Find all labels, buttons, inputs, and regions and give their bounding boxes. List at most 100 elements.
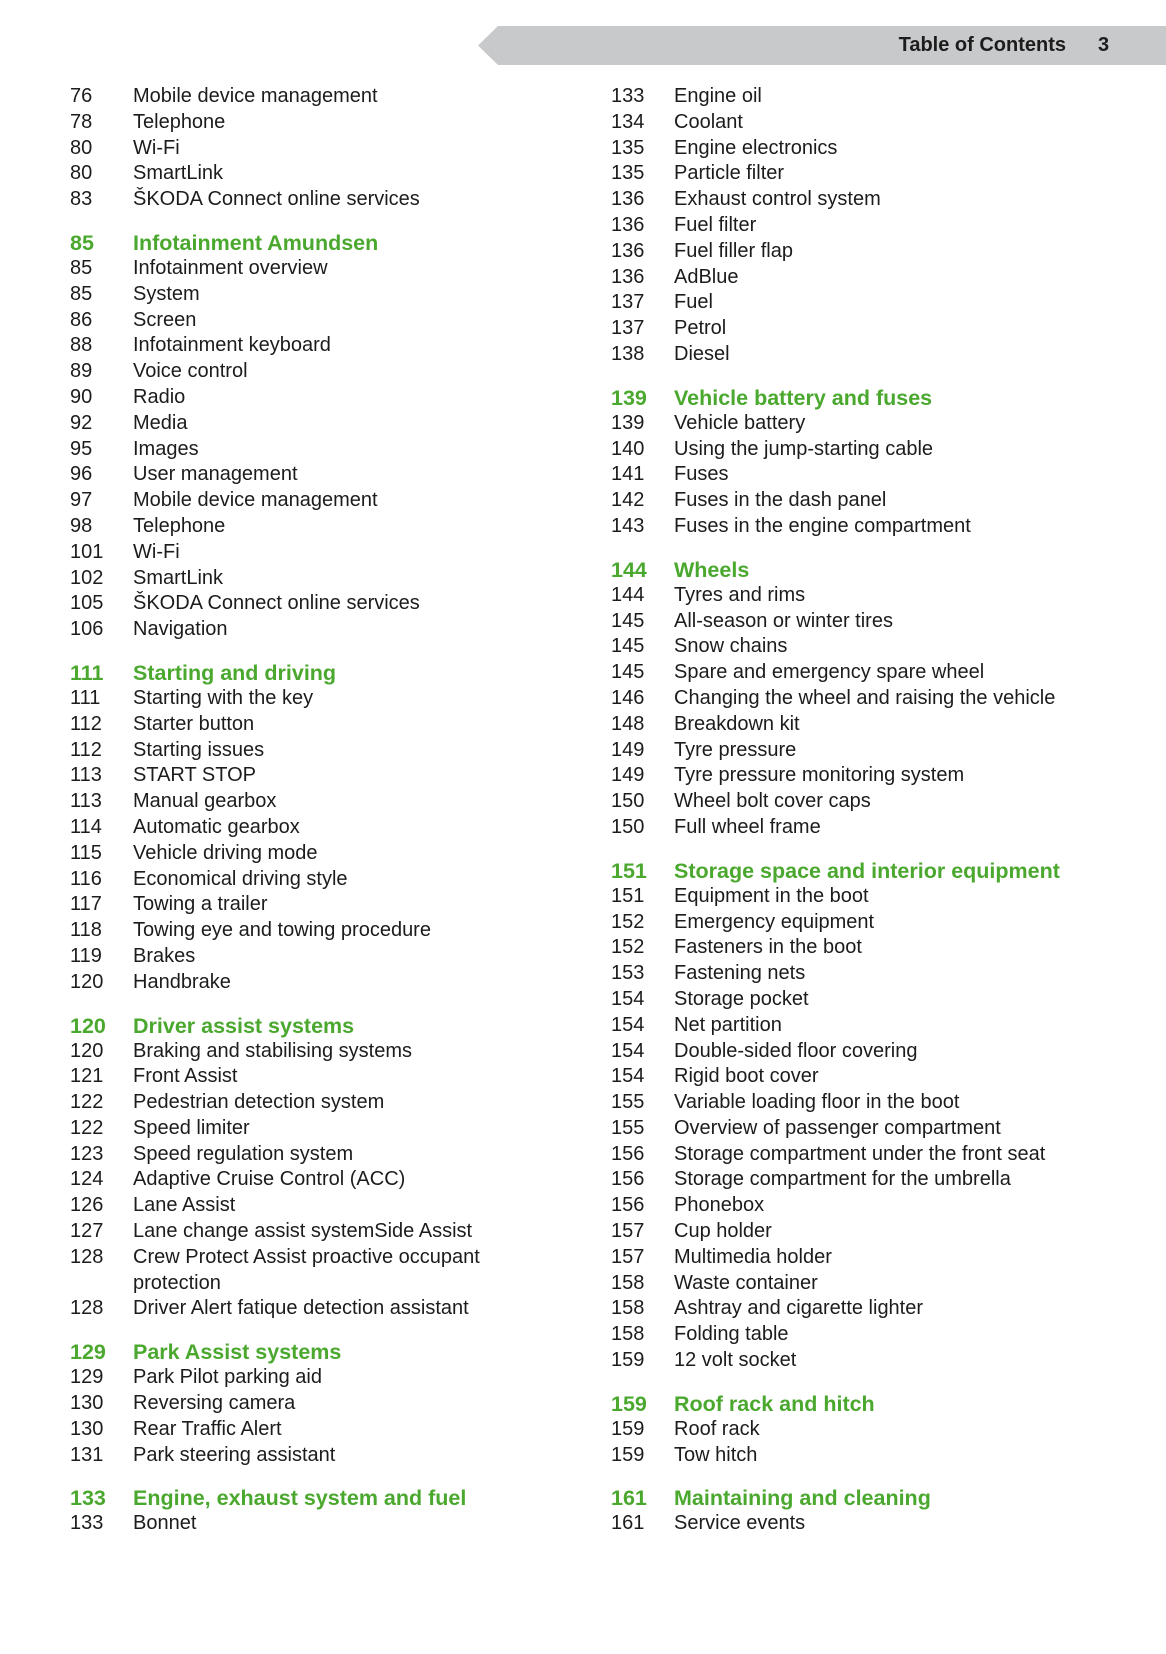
toc-entry[interactable]: 135 Engine electronics bbox=[611, 136, 1094, 162]
toc-section-heading[interactable]: 151 Storage space and interior equipment bbox=[611, 858, 1094, 884]
toc-entry[interactable]: 76 Mobile device management bbox=[70, 84, 523, 110]
toc-entry[interactable]: 153 Fastening nets bbox=[611, 961, 1094, 987]
toc-entry[interactable]: 126 Lane Assist bbox=[70, 1193, 523, 1219]
toc-entry[interactable]: 145 Spare and emergency spare wheel bbox=[611, 660, 1094, 686]
toc-entry[interactable]: 122 Speed limiter bbox=[70, 1116, 523, 1142]
toc-entry[interactable]: 95 Images bbox=[70, 437, 523, 463]
toc-entry[interactable]: 159 12 volt socket bbox=[611, 1348, 1094, 1374]
toc-entry[interactable]: 159 Roof rack bbox=[611, 1417, 1094, 1443]
toc-entry[interactable]: 83 ŠKODA Connect online services bbox=[70, 187, 523, 213]
toc-entry[interactable]: 154 Double-sided floor covering bbox=[611, 1039, 1094, 1065]
toc-entry[interactable]: 155 Overview of passenger compartment bbox=[611, 1116, 1094, 1142]
toc-entry[interactable]: 131 Park steering assistant bbox=[70, 1443, 523, 1469]
toc-section-heading[interactable]: 144 Wheels bbox=[611, 557, 1094, 583]
toc-entry[interactable]: 123 Speed regulation system bbox=[70, 1142, 523, 1168]
toc-entry[interactable]: 143 Fuses in the engine compartment bbox=[611, 514, 1094, 540]
toc-entry[interactable]: 121 Front Assist bbox=[70, 1064, 523, 1090]
toc-entry[interactable]: 80 SmartLink bbox=[70, 161, 523, 187]
toc-entry[interactable]: 149 Tyre pressure bbox=[611, 738, 1094, 764]
toc-section-heading[interactable]: 85 Infotainment Amundsen bbox=[70, 230, 523, 256]
toc-section-heading[interactable]: 133 Engine, exhaust system and fuel bbox=[70, 1485, 523, 1511]
toc-entry[interactable]: 149 Tyre pressure monitoring system bbox=[611, 763, 1094, 789]
toc-entry[interactable]: 152 Fasteners in the boot bbox=[611, 935, 1094, 961]
toc-entry[interactable]: 113 START STOP bbox=[70, 763, 523, 789]
toc-entry[interactable]: 140 Using the jump-starting cable bbox=[611, 437, 1094, 463]
toc-entry[interactable]: 124 Adaptive Cruise Control (ACC) bbox=[70, 1167, 523, 1193]
toc-entry[interactable]: 152 Emergency equipment bbox=[611, 910, 1094, 936]
toc-entry[interactable]: 145 All-season or winter tires bbox=[611, 609, 1094, 635]
toc-entry[interactable]: 86 Screen bbox=[70, 308, 523, 334]
toc-entry[interactable]: 133 Engine oil bbox=[611, 84, 1094, 110]
toc-entry[interactable]: 158 Ashtray and cigarette lighter bbox=[611, 1296, 1094, 1322]
toc-entry[interactable]: 117 Towing a trailer bbox=[70, 892, 523, 918]
toc-entry[interactable]: 78 Telephone bbox=[70, 110, 523, 136]
toc-entry[interactable]: 85 System bbox=[70, 282, 523, 308]
toc-entry[interactable]: 150 Full wheel frame bbox=[611, 815, 1094, 841]
toc-entry[interactable]: 127 Lane change assist systemSide Assist bbox=[70, 1219, 523, 1245]
toc-entry[interactable]: 156 Storage compartment under the front s… bbox=[611, 1142, 1094, 1168]
toc-entry[interactable]: 161 Service events bbox=[611, 1511, 1094, 1537]
toc-entry[interactable]: 122 Pedestrian detection system bbox=[70, 1090, 523, 1116]
toc-entry[interactable]: 118 Towing eye and towing procedure bbox=[70, 918, 523, 944]
toc-entry[interactable]: 119 Brakes bbox=[70, 944, 523, 970]
toc-entry[interactable]: 130 Rear Traffic Alert bbox=[70, 1417, 523, 1443]
toc-entry[interactable]: 158 Waste container bbox=[611, 1271, 1094, 1297]
toc-entry[interactable]: 156 Phonebox bbox=[611, 1193, 1094, 1219]
toc-entry[interactable]: 138 Diesel bbox=[611, 342, 1094, 368]
toc-entry[interactable]: 98 Telephone bbox=[70, 514, 523, 540]
toc-section-heading[interactable]: 129 Park Assist systems bbox=[70, 1339, 523, 1365]
toc-entry[interactable]: 156 Storage compartment for the umbrella bbox=[611, 1167, 1094, 1193]
toc-entry[interactable]: 148 Breakdown kit bbox=[611, 712, 1094, 738]
toc-entry[interactable]: 97 Mobile device management bbox=[70, 488, 523, 514]
toc-entry[interactable]: 145 Snow chains bbox=[611, 634, 1094, 660]
toc-entry[interactable]: 90 Radio bbox=[70, 385, 523, 411]
toc-entry[interactable]: 111 Starting with the key bbox=[70, 686, 523, 712]
toc-entry[interactable]: 129 Park Pilot parking aid bbox=[70, 1365, 523, 1391]
toc-entry[interactable]: 142 Fuses in the dash panel bbox=[611, 488, 1094, 514]
toc-entry[interactable]: 137 Fuel bbox=[611, 290, 1094, 316]
toc-entry[interactable]: 96 User management bbox=[70, 462, 523, 488]
toc-entry[interactable]: 80 Wi-Fi bbox=[70, 136, 523, 162]
toc-entry[interactable]: 150 Wheel bolt cover caps bbox=[611, 789, 1094, 815]
toc-entry[interactable]: 133 Bonnet bbox=[70, 1511, 523, 1537]
toc-entry[interactable]: 89 Voice control bbox=[70, 359, 523, 385]
toc-entry[interactable]: 113 Manual gearbox bbox=[70, 789, 523, 815]
toc-entry[interactable]: 92 Media bbox=[70, 411, 523, 437]
toc-entry[interactable]: 105 ŠKODA Connect online services bbox=[70, 591, 523, 617]
toc-entry[interactable]: 151 Equipment in the boot bbox=[611, 884, 1094, 910]
toc-entry[interactable]: 137 Petrol bbox=[611, 316, 1094, 342]
toc-section-heading[interactable]: 159 Roof rack and hitch bbox=[611, 1391, 1094, 1417]
toc-entry[interactable]: 106 Navigation bbox=[70, 617, 523, 643]
toc-entry[interactable]: 157 Multimedia holder bbox=[611, 1245, 1094, 1271]
toc-entry[interactable]: 141 Fuses bbox=[611, 462, 1094, 488]
toc-entry[interactable]: 159 Tow hitch bbox=[611, 1443, 1094, 1469]
toc-entry[interactable]: 136 Fuel filter bbox=[611, 213, 1094, 239]
toc-entry[interactable]: 101 Wi-Fi bbox=[70, 540, 523, 566]
toc-entry[interactable]: 114 Automatic gearbox bbox=[70, 815, 523, 841]
toc-entry[interactable]: 154 Net partition bbox=[611, 1013, 1094, 1039]
toc-entry[interactable]: 88 Infotainment keyboard bbox=[70, 333, 523, 359]
toc-entry[interactable]: 158 Folding table bbox=[611, 1322, 1094, 1348]
toc-entry[interactable]: 136 Fuel filler flap bbox=[611, 239, 1094, 265]
toc-entry[interactable]: 155 Variable loading floor in the boot bbox=[611, 1090, 1094, 1116]
toc-entry[interactable]: 134 Coolant bbox=[611, 110, 1094, 136]
toc-entry[interactable]: 112 Starter button bbox=[70, 712, 523, 738]
toc-entry[interactable]: 139 Vehicle battery bbox=[611, 411, 1094, 437]
toc-entry[interactable]: 154 Rigid boot cover bbox=[611, 1064, 1094, 1090]
toc-entry[interactable]: 102 SmartLink bbox=[70, 566, 523, 592]
toc-section-heading[interactable]: 139 Vehicle battery and fuses bbox=[611, 385, 1094, 411]
toc-entry[interactable]: 144 Tyres and rims bbox=[611, 583, 1094, 609]
toc-entry[interactable]: 120 Braking and stabilising systems bbox=[70, 1039, 523, 1065]
toc-entry[interactable]: 135 Particle filter bbox=[611, 161, 1094, 187]
toc-entry[interactable]: 146 Changing the wheel and raising the ve… bbox=[611, 686, 1094, 712]
toc-entry[interactable]: 85 Infotainment overview bbox=[70, 256, 523, 282]
toc-entry[interactable]: 130 Reversing camera bbox=[70, 1391, 523, 1417]
toc-entry[interactable]: 154 Storage pocket bbox=[611, 987, 1094, 1013]
toc-entry[interactable]: 157 Cup holder bbox=[611, 1219, 1094, 1245]
toc-section-heading[interactable]: 111 Starting and driving bbox=[70, 660, 523, 686]
toc-entry[interactable]: 128 Driver Alert fatique detection assist… bbox=[70, 1296, 523, 1322]
toc-entry[interactable]: 136 AdBlue bbox=[611, 265, 1094, 291]
toc-section-heading[interactable]: 120 Driver assist systems bbox=[70, 1013, 523, 1039]
toc-section-heading[interactable]: 161 Maintaining and cleaning bbox=[611, 1485, 1094, 1511]
toc-entry[interactable]: 120 Handbrake bbox=[70, 970, 523, 996]
